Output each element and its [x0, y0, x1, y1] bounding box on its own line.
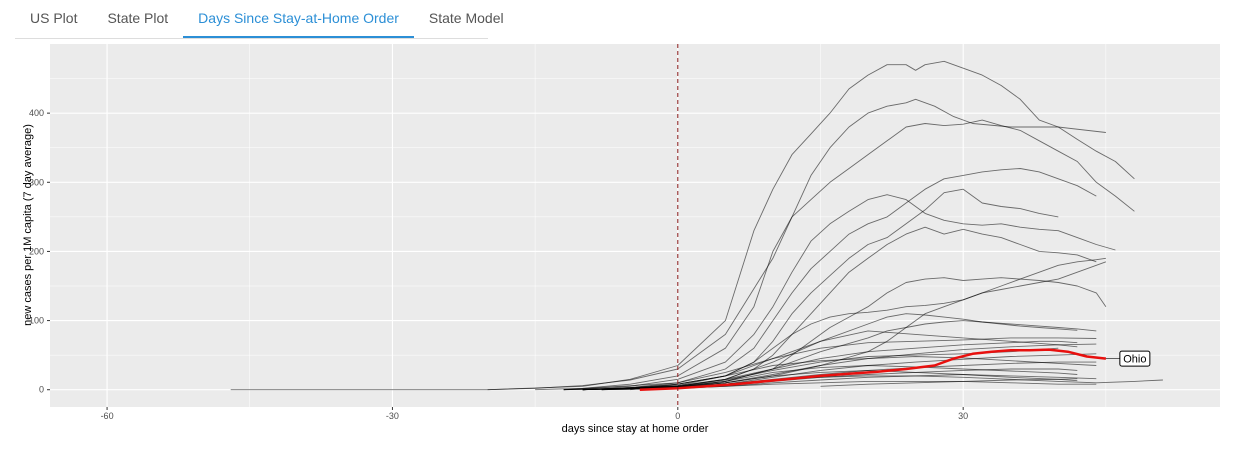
x-axis-title: days since stay at home order: [562, 423, 709, 435]
grid-lines: [50, 44, 1220, 407]
state-line: [563, 337, 1097, 391]
state-line: [582, 168, 1097, 391]
state-line: [535, 119, 1135, 391]
plot-panel: [50, 44, 1220, 407]
highlight-label-text: Ohio: [1123, 354, 1146, 366]
y-tick-label: 100: [29, 316, 44, 326]
state-line: [582, 330, 1078, 391]
y-axis-title: new cases per 1M capita (7 day average): [22, 124, 34, 326]
x-tick-label: 0: [675, 411, 680, 421]
x-axis-ticks: -60 -30 0 30: [101, 407, 968, 421]
tab-bar: US Plot State Plot Days Since Stay-at-Ho…: [15, 0, 504, 39]
state-line: [563, 340, 1078, 391]
y-tick-label: 0: [39, 385, 44, 395]
highlighted-state-line: [639, 348, 1107, 391]
highlight-label: Ohio: [1105, 350, 1151, 367]
state-line: [582, 369, 1078, 391]
highlight-label-box: [1119, 350, 1151, 367]
state-line: [582, 313, 1078, 391]
state-line: [601, 277, 1107, 391]
tab-us-plot[interactable]: US Plot: [30, 10, 78, 26]
state-line: [563, 194, 1116, 391]
tab-state-model[interactable]: State Model: [428, 10, 504, 26]
x-tick-label: -60: [101, 411, 114, 421]
y-tick-label: 200: [29, 246, 44, 256]
y-tick-label: 300: [29, 177, 44, 187]
state-line: [630, 356, 1097, 391]
state-line: [582, 257, 1106, 391]
state-line: [820, 378, 1078, 387]
state-line: [582, 365, 1078, 391]
state-line: [487, 60, 1135, 391]
tab-state-plot[interactable]: State Plot: [107, 10, 169, 26]
tab-days-since-stay-at-home-order[interactable]: Days Since Stay-at-Home Order: [183, 0, 414, 38]
x-tick-label: -30: [386, 411, 399, 421]
y-axis-ticks: 0 100 200 300 400: [29, 108, 50, 395]
x-tick-label: 30: [958, 411, 968, 421]
series-layer: [230, 60, 1163, 391]
y-tick-label: 400: [29, 108, 44, 118]
